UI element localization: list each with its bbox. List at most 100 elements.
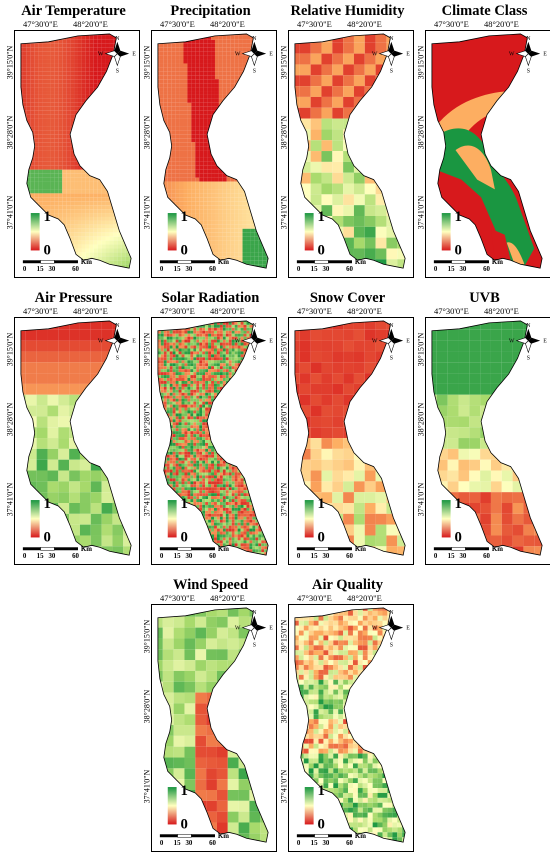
compass-e-label: E <box>269 339 273 345</box>
legend-high-label: 1 <box>44 209 51 225</box>
scale-tick-label: 30 <box>185 266 192 273</box>
legend-high-label: 1 <box>318 496 325 512</box>
compass-e-label: E <box>269 626 273 632</box>
scale-tick-label: 15 <box>311 266 318 273</box>
legend-low-label: 0 <box>44 242 51 258</box>
north-arrow-icon: N S W E <box>509 323 547 361</box>
scale-tick-label: 60 <box>346 840 353 847</box>
scale-unit-label: Km <box>355 833 366 840</box>
longitude-label: 48°20'0"E <box>210 593 245 603</box>
compass-e-label: E <box>543 52 547 58</box>
scale-tick-label: 0 <box>23 266 27 273</box>
scale-unit-label: Km <box>81 259 92 266</box>
legend-color-ramp <box>304 213 314 251</box>
map-frame: N S W E 1 0 0 15 30 60 Km <box>288 604 414 852</box>
longitude-label: 48°20'0"E <box>484 19 519 29</box>
legend-low-label: 0 <box>181 529 188 545</box>
legend-color-ramp <box>167 787 177 825</box>
compass-s-label: S <box>253 642 256 648</box>
scale-tick-label: 30 <box>322 553 329 560</box>
compass-w-label: W <box>509 339 515 345</box>
legend-color-ramp <box>167 500 177 538</box>
compass-w-label: W <box>235 52 241 58</box>
compass-n-label: N <box>252 36 257 42</box>
study-area-outline <box>157 320 269 556</box>
panel-title: Climate Class <box>441 3 528 19</box>
legend-color-ramp <box>30 500 40 538</box>
longitude-label: 48°20'0"E <box>347 19 382 29</box>
legend-color-ramp <box>441 213 451 251</box>
legend-high-label: 1 <box>455 209 462 225</box>
panel-title: Precipitation <box>170 3 251 19</box>
map-panel-wind-speed: Wind Speed 47°30'0"E 48°20'0"E 39°15'0"N 38°… <box>143 577 277 852</box>
scale-tick-label: 0 <box>23 553 27 560</box>
legend-high-label: 1 <box>181 209 188 225</box>
scale-tick-label: 30 <box>185 553 192 560</box>
north-arrow-icon: N S W E <box>98 323 136 361</box>
legend-low-label: 0 <box>181 242 188 258</box>
longitude-label: 47°30'0"E <box>160 306 195 316</box>
longitude-label: 47°30'0"E <box>160 19 195 29</box>
legend-high-label: 1 <box>318 783 325 799</box>
study-area-outline <box>294 607 406 843</box>
scale-tick-label: 60 <box>72 266 79 273</box>
scale-tick-label: 60 <box>483 553 490 560</box>
compass-s-label: S <box>390 68 393 74</box>
compass-e-label: E <box>406 626 410 632</box>
compass-n-label: N <box>389 610 394 616</box>
study-area-outline <box>157 33 269 269</box>
scale-tick-label: 30 <box>48 553 55 560</box>
longitude-label: 47°30'0"E <box>297 593 332 603</box>
scale-unit-label: Km <box>218 259 229 266</box>
legend-high-label: 1 <box>455 496 462 512</box>
scale-tick-label: 15 <box>37 553 44 560</box>
longitude-label: 47°30'0"E <box>23 19 58 29</box>
study-area-outline <box>20 320 132 556</box>
scale-tick-label: 30 <box>459 266 466 273</box>
compass-n-label: N <box>252 323 257 329</box>
legend-low-label: 0 <box>455 529 462 545</box>
panel-title: Wind Speed <box>172 577 249 593</box>
compass-w-label: W <box>372 339 378 345</box>
scale-tick-label: 60 <box>346 266 353 273</box>
longitude-label: 48°20'0"E <box>73 19 108 29</box>
compass-e-label: E <box>406 52 410 58</box>
legend-low-label: 0 <box>318 242 325 258</box>
compass-n-label: N <box>526 36 531 42</box>
longitude-label: 48°20'0"E <box>210 19 245 29</box>
map-panel-precipitation: Precipitation 47°30'0"E 48°20'0"E 39°15'0"N… <box>143 3 277 278</box>
north-arrow-icon: N S W E <box>235 36 273 74</box>
compass-n-label: N <box>252 610 257 616</box>
scale-tick-label: 30 <box>322 840 329 847</box>
longitude-label: 47°30'0"E <box>297 19 332 29</box>
compass-n-label: N <box>115 36 120 42</box>
north-arrow-icon: N S W E <box>372 36 410 74</box>
map-frame: N S W E 1 0 0 15 30 60 Km <box>151 317 277 565</box>
scale-tick-label: 0 <box>160 553 164 560</box>
legend-low-label: 0 <box>455 242 462 258</box>
scale-tick-label: 0 <box>297 840 301 847</box>
scale-tick-label: 30 <box>322 266 329 273</box>
study-area-outline <box>294 320 406 556</box>
panel-title: Air Quality <box>311 577 384 593</box>
north-arrow-icon: N S W E <box>98 36 136 74</box>
scale-tick-label: 15 <box>311 840 318 847</box>
north-arrow-icon: N S W E <box>372 323 410 361</box>
longitude-label: 47°30'0"E <box>434 306 469 316</box>
scale-tick-label: 15 <box>311 553 318 560</box>
compass-s-label: S <box>527 68 530 74</box>
map-panel-uvb: UVB 47°30'0"E 48°20'0"E 39°15'0"N 38°28'0"N 3… <box>417 290 550 565</box>
longitude-label: 48°20'0"E <box>484 306 519 316</box>
north-arrow-icon: N S W E <box>372 610 410 648</box>
compass-n-label: N <box>389 36 394 42</box>
scale-tick-label: 60 <box>209 553 216 560</box>
